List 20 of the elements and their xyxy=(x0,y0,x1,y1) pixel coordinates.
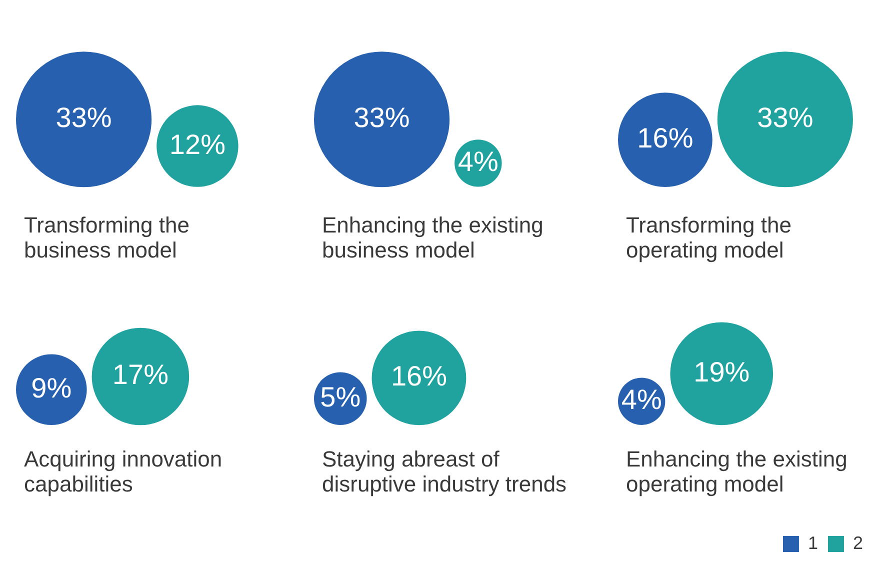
data-label: 4% xyxy=(621,384,662,416)
category-label: Enhancing the existing operating model xyxy=(626,446,848,496)
data-label: 33% xyxy=(354,102,410,134)
legend-label: 2 xyxy=(852,532,864,553)
data-label: 4% xyxy=(458,146,498,177)
data-label: 33% xyxy=(56,102,112,134)
data-label: 12% xyxy=(169,128,226,160)
data-label: 19% xyxy=(694,356,750,388)
category-label: Enhancing the existing business model xyxy=(322,212,544,262)
legend-label: 1 xyxy=(808,532,818,553)
data-label: 17% xyxy=(112,359,168,390)
data-label: 33% xyxy=(757,102,814,134)
data-label: 16% xyxy=(390,360,447,392)
category-label: Transforming the operating model xyxy=(626,212,792,262)
data-label: 5% xyxy=(320,381,361,412)
category-label: Staying abreast of disruptive industry trends xyxy=(322,446,567,496)
data-label: 9% xyxy=(31,372,72,404)
category-label: Acquiring innovation capabilities xyxy=(24,446,222,496)
category-label: Transforming the business model xyxy=(24,212,190,262)
data-label: 16% xyxy=(637,122,694,154)
